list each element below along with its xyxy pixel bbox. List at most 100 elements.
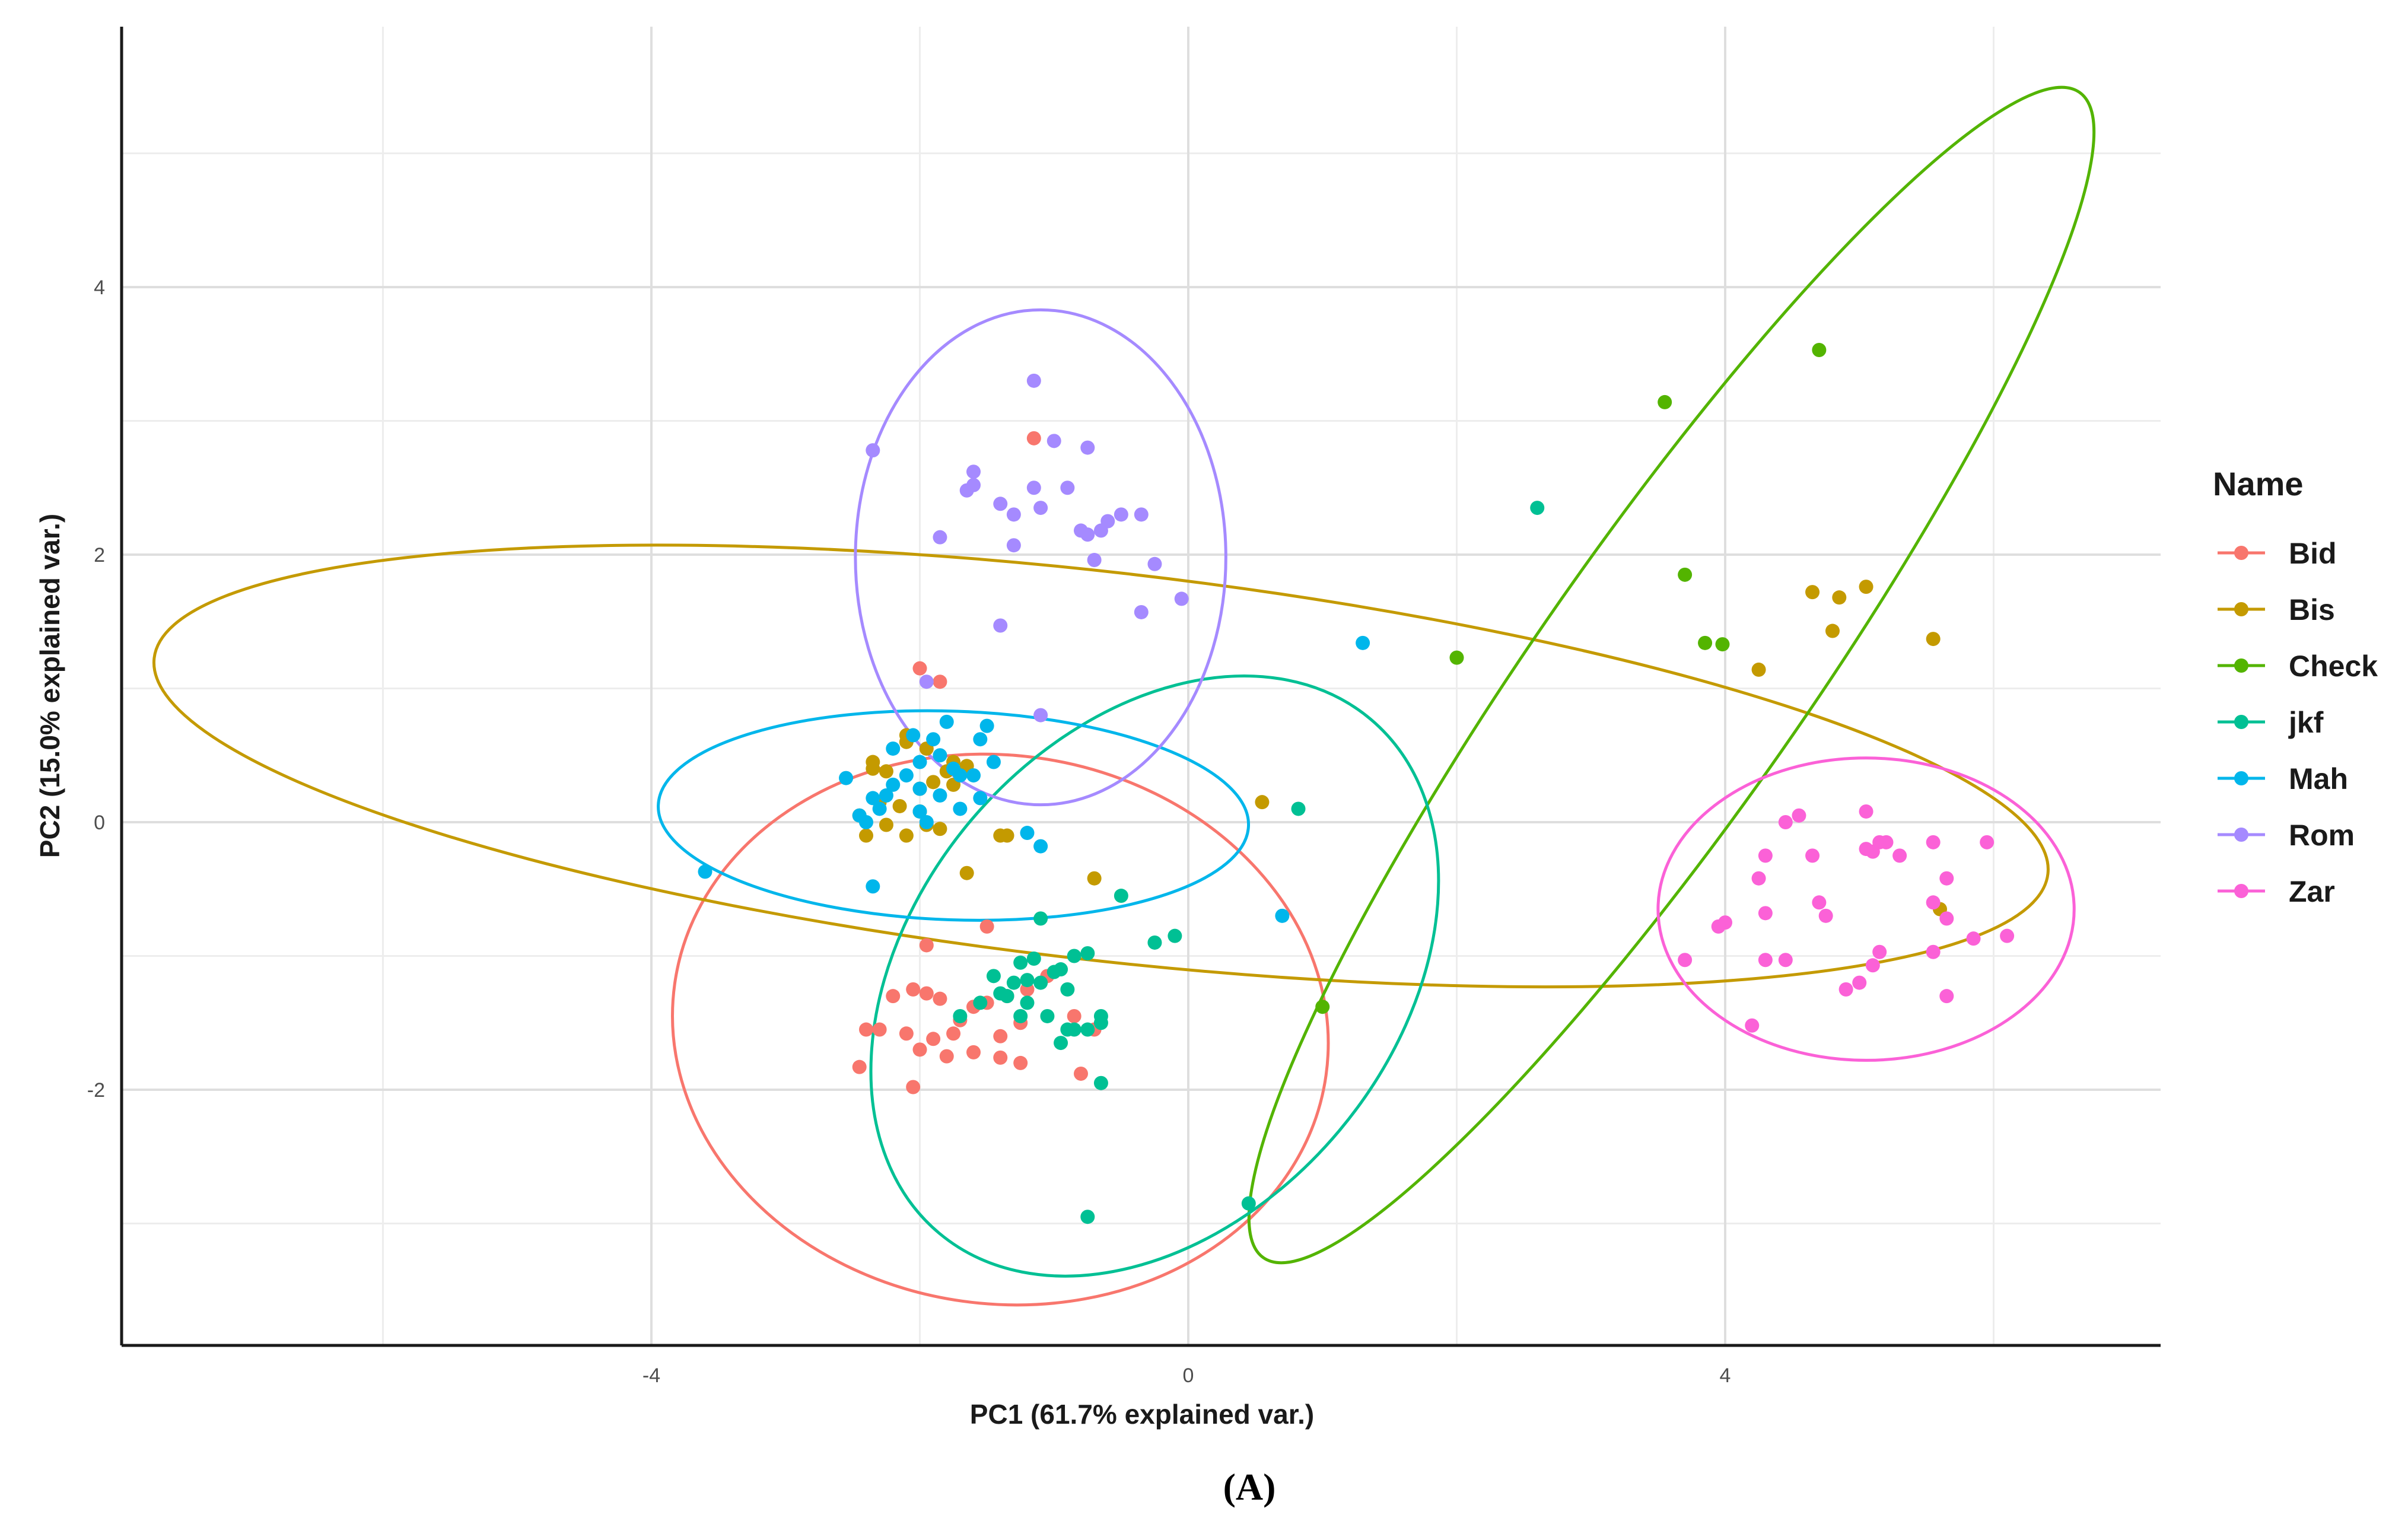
point-rom bbox=[933, 530, 947, 545]
point-mah bbox=[1033, 839, 1048, 854]
point-jkf bbox=[1026, 952, 1041, 966]
point-mah bbox=[933, 748, 947, 763]
point-zar bbox=[1939, 989, 1954, 1004]
point-bis bbox=[1825, 623, 1840, 638]
legend-label: Zar bbox=[2289, 875, 2335, 908]
point-zar bbox=[1859, 842, 1873, 857]
point-jkf bbox=[1040, 1008, 1055, 1023]
point-zar bbox=[1939, 911, 1954, 926]
point-bis bbox=[1805, 585, 1820, 600]
point-bid bbox=[906, 1080, 921, 1094]
point-zar bbox=[1758, 953, 1773, 968]
point-check bbox=[1658, 394, 1672, 409]
point-zar bbox=[1872, 944, 1887, 959]
point-zar bbox=[1966, 931, 1981, 946]
point-zar bbox=[1818, 908, 1833, 923]
point-jkf bbox=[1054, 962, 1068, 977]
point-zar bbox=[1758, 848, 1773, 863]
point-bid bbox=[979, 919, 994, 934]
point-rom bbox=[993, 618, 1008, 633]
major-gridlines bbox=[122, 27, 2161, 1345]
x-tick-labels: -4 0 4 bbox=[642, 1364, 1731, 1387]
point-jkf bbox=[1020, 995, 1035, 1010]
point-bid bbox=[1074, 1066, 1088, 1081]
point-jkf bbox=[1006, 975, 1021, 990]
legend-item-rom: Rom bbox=[2218, 819, 2355, 852]
point-rom bbox=[1087, 553, 1102, 568]
point-bid bbox=[966, 1045, 981, 1059]
legend-label: Bid bbox=[2289, 537, 2337, 570]
legend-label: Rom bbox=[2289, 819, 2355, 852]
point-jkf bbox=[1530, 501, 1545, 516]
point-mah bbox=[953, 768, 968, 783]
point-mah bbox=[1020, 826, 1035, 841]
point-bis bbox=[1926, 632, 1941, 647]
point-mah bbox=[899, 768, 914, 783]
minor-gridlines bbox=[122, 27, 2161, 1345]
point-zar bbox=[1852, 975, 1867, 990]
point-mah bbox=[979, 718, 994, 733]
point-jkf bbox=[1013, 955, 1028, 970]
panel-caption: (A) bbox=[1223, 1466, 1276, 1508]
y-tick-label: 0 bbox=[94, 812, 105, 834]
legend-item-bis: Bis bbox=[2218, 593, 2335, 626]
point-bid bbox=[926, 1032, 941, 1046]
point-rom bbox=[1174, 591, 1189, 606]
data-points bbox=[698, 342, 2015, 1224]
point-jkf bbox=[1033, 911, 1048, 926]
point-mah bbox=[866, 879, 880, 894]
point-jkf bbox=[1291, 801, 1306, 816]
point-zar bbox=[1778, 953, 1793, 968]
point-bid bbox=[919, 938, 934, 953]
point-bis bbox=[1751, 662, 1766, 677]
point-zar bbox=[1879, 835, 1894, 849]
point-bid bbox=[899, 1026, 914, 1041]
point-mah bbox=[973, 732, 988, 747]
point-mah bbox=[886, 777, 901, 792]
point-zar bbox=[1939, 871, 1954, 886]
point-check bbox=[1715, 637, 1730, 652]
legend-key-dot bbox=[2234, 658, 2248, 673]
point-bid bbox=[912, 1042, 927, 1057]
point-zar bbox=[1926, 944, 1941, 959]
point-jkf bbox=[1168, 928, 1182, 943]
point-check bbox=[1812, 342, 1827, 357]
point-jkf bbox=[1020, 973, 1035, 988]
legend-key-dot bbox=[2234, 828, 2248, 842]
point-bis bbox=[933, 822, 947, 836]
point-bid bbox=[852, 1059, 867, 1074]
point-bid bbox=[1067, 1008, 1081, 1023]
point-bis bbox=[879, 764, 893, 779]
point-rom bbox=[966, 464, 981, 479]
point-mah bbox=[912, 755, 927, 769]
point-zar bbox=[1792, 808, 1806, 823]
ellipse-rom bbox=[854, 308, 1227, 807]
legend-label: Bis bbox=[2289, 593, 2335, 626]
point-jkf bbox=[1241, 1196, 1256, 1211]
point-bid bbox=[886, 989, 901, 1004]
point-rom bbox=[1006, 507, 1021, 522]
legend-item-bid: Bid bbox=[2218, 537, 2337, 570]
point-jkf bbox=[973, 995, 988, 1010]
legend-title: Name bbox=[2213, 465, 2304, 502]
ellipse-check bbox=[1247, 85, 2096, 1265]
point-zar bbox=[1812, 895, 1827, 910]
point-jkf bbox=[1067, 1022, 1081, 1037]
point-mah bbox=[886, 741, 901, 756]
point-zar bbox=[1859, 804, 1873, 819]
point-zar bbox=[1751, 871, 1766, 886]
point-check bbox=[1315, 1000, 1330, 1014]
point-mah bbox=[866, 791, 880, 806]
point-bid bbox=[906, 982, 921, 997]
legend-item-check: Check bbox=[2218, 650, 2378, 683]
point-bid bbox=[993, 1029, 1008, 1043]
point-mah bbox=[1275, 908, 1290, 923]
point-bid bbox=[933, 991, 947, 1006]
point-bis bbox=[1832, 590, 1847, 605]
x-tick-label: -4 bbox=[642, 1364, 660, 1387]
point-rom bbox=[1074, 523, 1088, 538]
point-jkf bbox=[1067, 949, 1081, 963]
legend-key-dot bbox=[2234, 771, 2248, 785]
point-jkf bbox=[993, 986, 1008, 1001]
